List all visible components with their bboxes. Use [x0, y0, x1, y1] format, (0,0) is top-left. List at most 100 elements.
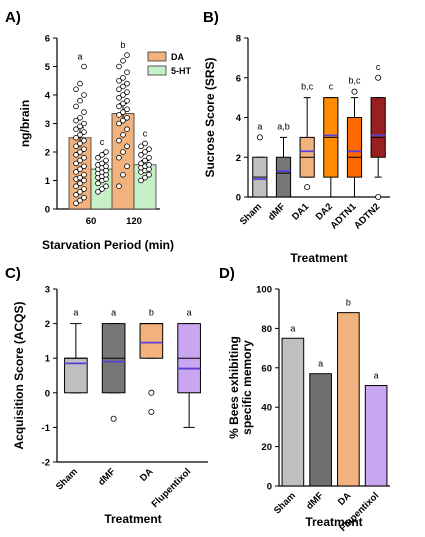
data-point	[124, 126, 130, 132]
x-axis-title-b: Treatment	[290, 251, 347, 265]
y-axis-title-a: ng/brain	[18, 100, 32, 147]
legend-swatch	[147, 65, 167, 76]
data-point	[138, 177, 144, 184]
y-tick-label: 100	[256, 285, 272, 296]
data-point	[95, 189, 101, 195]
data-point	[116, 120, 122, 127]
outlier-point	[148, 408, 155, 415]
significance-letter: c	[100, 137, 105, 147]
data-point	[99, 186, 105, 192]
y-tick-label: -1	[42, 423, 51, 434]
y-tick-label: 5	[45, 62, 51, 73]
outlier-point	[256, 134, 263, 141]
data-point	[116, 183, 122, 190]
data-point	[138, 160, 144, 167]
data-point	[77, 174, 83, 181]
panel-label-d: D)	[219, 265, 235, 282]
x-tick-label: DA	[138, 466, 156, 484]
box-da	[139, 323, 164, 359]
data-point	[146, 162, 152, 168]
data-point	[120, 83, 126, 90]
data-point	[73, 134, 79, 141]
data-point	[103, 183, 109, 190]
data-point	[124, 52, 130, 58]
data-point	[81, 194, 87, 201]
y-tick-label: 80	[261, 324, 272, 335]
data-point	[116, 112, 122, 118]
data-point	[116, 95, 122, 101]
y-tick-label: 6	[45, 34, 50, 45]
data-point	[103, 157, 109, 164]
data-point	[146, 154, 152, 161]
significance-letter: b	[149, 308, 154, 318]
y-axis-title-d: % Bees exhibiting	[227, 336, 241, 439]
y-tick-label: 1	[45, 354, 51, 365]
significance-letter: b	[120, 40, 125, 50]
data-point	[77, 140, 83, 147]
legend-label: DA	[171, 52, 184, 62]
data-point	[81, 120, 87, 127]
data-point	[81, 154, 87, 161]
data-point	[81, 129, 87, 135]
data-point	[124, 115, 130, 121]
x-tick-label: dMF	[266, 201, 288, 223]
data-point	[116, 137, 122, 144]
significance-letter: a,b	[277, 121, 290, 131]
data-point	[124, 163, 130, 170]
data-point	[120, 172, 126, 178]
y-tick-label: 4	[236, 113, 242, 124]
data-point	[142, 140, 148, 147]
outlier-point	[304, 184, 311, 191]
significance-letter: a	[257, 121, 262, 131]
x-tick-label: Sham	[238, 201, 264, 227]
y-tick-label: 8	[236, 34, 241, 45]
data-point	[142, 157, 148, 164]
data-point	[95, 154, 101, 161]
data-point	[124, 143, 130, 150]
y-tick-label: 0	[267, 482, 272, 493]
y-tick-label: 0	[45, 388, 50, 399]
y-axis-title-d: specific memory	[240, 340, 254, 435]
data-point	[116, 77, 122, 84]
data-point	[120, 100, 126, 107]
x-tick-label: dMF	[96, 466, 118, 488]
panel-label-a: A)	[5, 9, 21, 26]
y-tick-label: 40	[261, 403, 272, 414]
bar-sham	[281, 337, 305, 487]
box-dmf	[275, 156, 292, 198]
data-point	[99, 160, 105, 167]
data-point	[103, 149, 109, 155]
outlier-point	[375, 193, 382, 200]
data-point	[73, 169, 79, 175]
data-point	[124, 106, 130, 113]
significance-letter: a	[290, 323, 295, 333]
data-point	[124, 97, 130, 104]
data-point	[73, 86, 79, 93]
y-tick-label: 0	[236, 193, 241, 204]
data-point	[146, 172, 152, 178]
data-point	[116, 103, 122, 110]
significance-letter: b	[346, 298, 351, 308]
significance-letter: c	[143, 128, 148, 138]
panel-label-c: C)	[5, 265, 21, 282]
data-point	[77, 149, 83, 155]
data-point	[73, 126, 79, 132]
y-tick-label: 2	[45, 148, 50, 159]
data-point	[120, 109, 126, 115]
panel-label-b: B)	[203, 9, 219, 26]
significance-letter: c	[376, 62, 381, 72]
y-tick-label: 3	[45, 119, 50, 130]
box-adtn2	[370, 97, 386, 158]
y-tick-label: 0	[45, 205, 50, 216]
data-point	[81, 146, 87, 152]
x-tick-label: Sham	[272, 490, 298, 516]
data-point	[120, 132, 126, 138]
significance-letter: b,c	[301, 82, 314, 92]
data-point	[142, 149, 148, 155]
x-tick-label: DA	[336, 490, 354, 508]
data-point	[146, 146, 152, 152]
data-point	[95, 180, 101, 187]
significance-letter: a	[77, 52, 82, 62]
data-point	[120, 75, 126, 81]
significance-letter: a	[318, 359, 323, 369]
